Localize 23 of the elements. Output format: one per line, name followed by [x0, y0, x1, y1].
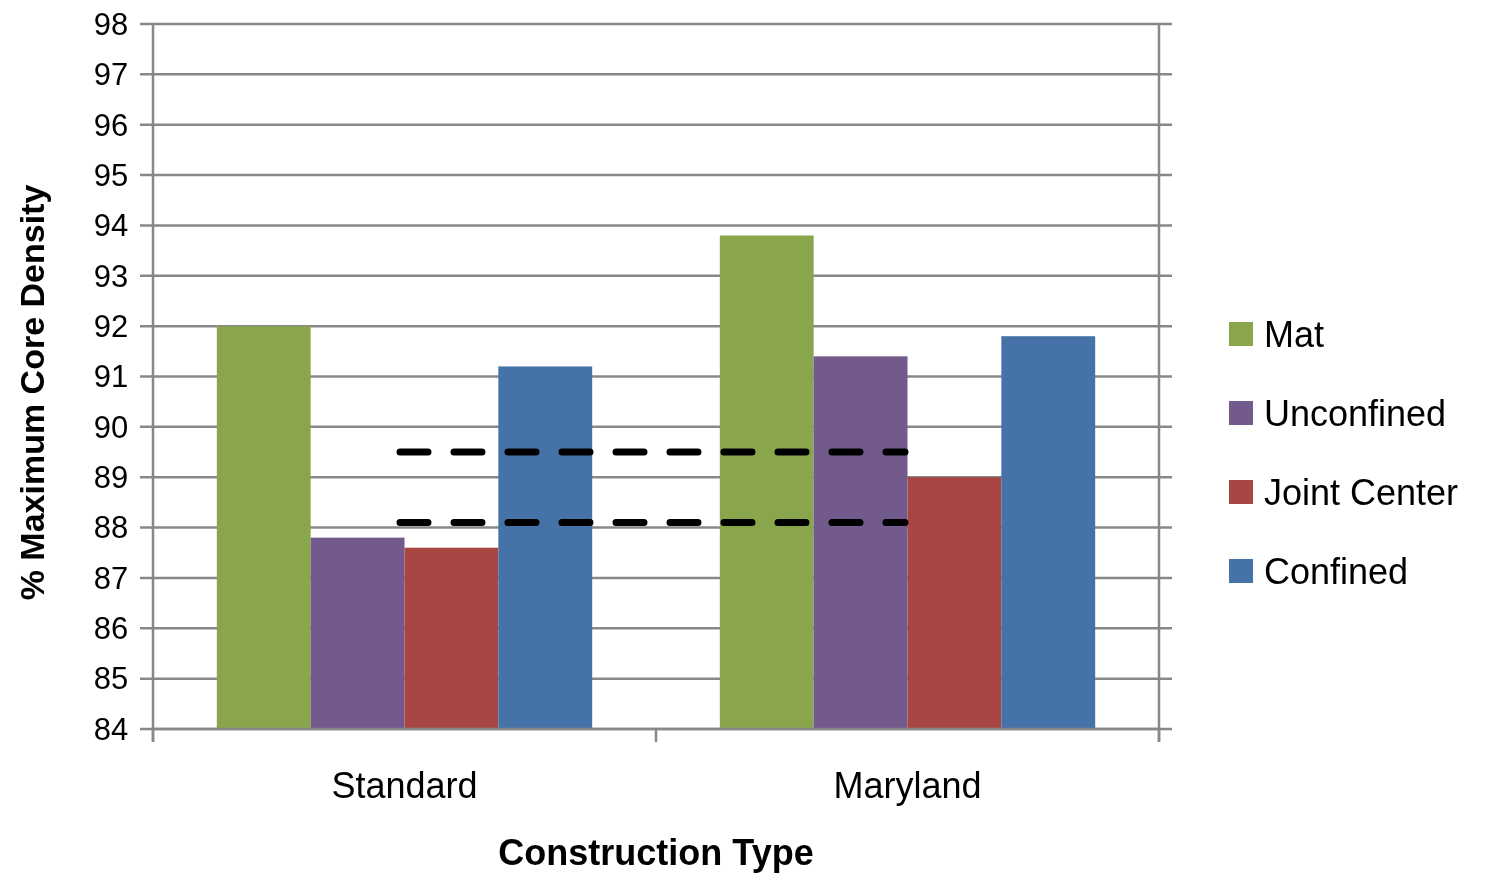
x-tick-label: Maryland	[833, 765, 982, 806]
y-tick-label: 89	[93, 460, 129, 496]
y-tick-label: 96	[93, 107, 129, 143]
legend-label: Mat	[1264, 313, 1325, 355]
legend-label: Confined	[1264, 550, 1409, 592]
y-tick-label: 93	[93, 258, 129, 294]
y-tick-label: 86	[93, 611, 129, 647]
y-tick-label: 87	[93, 560, 129, 596]
y-tick-label: 95	[93, 157, 129, 193]
y-tick-label: 88	[93, 510, 129, 546]
y-tick-label: 98	[93, 6, 129, 42]
y-tick-label: 91	[93, 359, 129, 395]
y-tick-label: 84	[93, 711, 129, 747]
x-tick-label: Standard	[331, 765, 478, 806]
legend-label: Joint Center	[1264, 471, 1459, 513]
legend-label: Unconfined	[1264, 392, 1447, 434]
y-tick-label: 92	[93, 308, 129, 344]
y-tick-label: 85	[93, 661, 129, 697]
y-axis-title: % Maximum Core Density	[13, 184, 51, 601]
y-tick-label: 94	[93, 208, 129, 244]
y-tick-label: 90	[93, 409, 129, 445]
x-axis-title: Construction Type	[498, 832, 814, 873]
y-tick-label: 97	[93, 57, 129, 93]
